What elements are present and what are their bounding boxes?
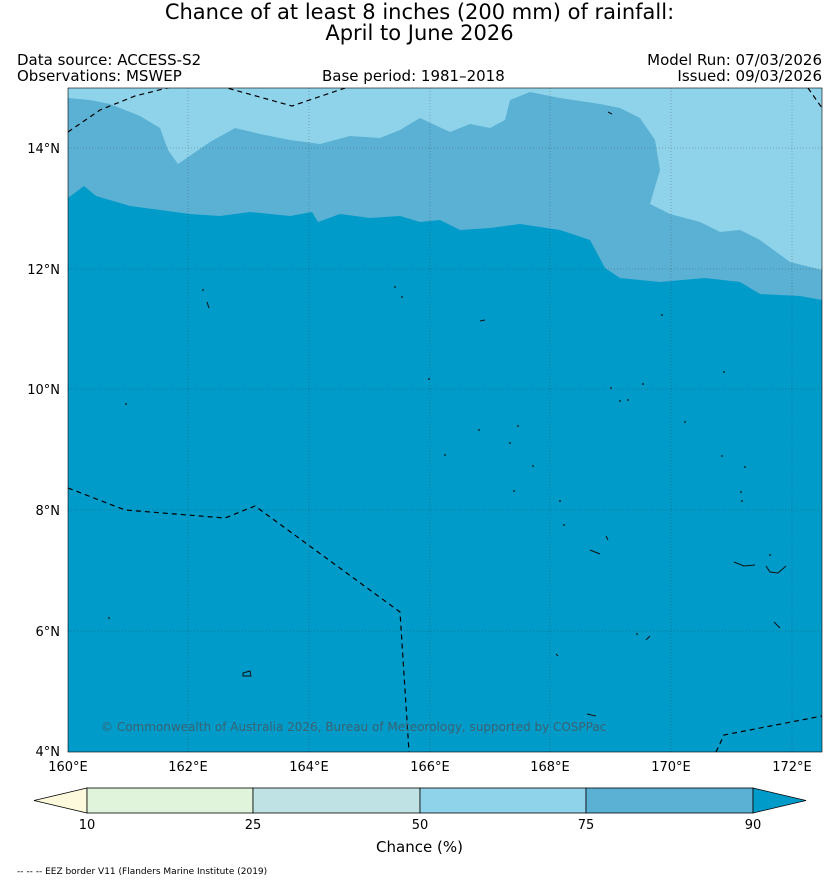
map-title-line-1: Chance of at least 8 inches (200 mm) of …	[164, 0, 675, 24]
lon-tick-label: 166°E	[410, 760, 450, 775]
copyright-text: © Commonwealth of Australia 2026, Bureau…	[101, 720, 606, 734]
longitude-tick-labels: 160°E 162°E 164°E 166°E 168°E 170°E 172°…	[48, 760, 812, 775]
lat-tick-label: 12°N	[27, 263, 60, 278]
base-period-label: Base period: 1981–2018	[322, 67, 505, 85]
colorbar-segment-10-25	[86, 787, 254, 814]
colorbar-tick-label: 10	[78, 818, 96, 833]
islands	[206, 111, 787, 717]
map-title-line-2: April to June 2026	[325, 21, 514, 45]
map-fields	[68, 88, 822, 752]
lon-tick-label: 172°E	[772, 760, 812, 775]
colorbar-tick-label: 25	[244, 818, 262, 833]
probability-75-90-region	[68, 88, 822, 300]
colorbar-title: Chance (%)	[376, 838, 463, 856]
lat-tick-label: 10°N	[27, 383, 60, 398]
latitude-tick-labels: 14°N 12°N 10°N 8°N 6°N 4°N	[27, 142, 60, 760]
atoll-dots	[108, 286, 771, 635]
colorbar-segment-25-50	[252, 787, 421, 814]
colorbar-segment-below-10	[33, 787, 88, 814]
colorbar-segment-above-90	[752, 787, 807, 814]
lon-tick-label: 162°E	[168, 760, 208, 775]
lat-tick-label: 14°N	[27, 142, 60, 157]
issued-label: Issued: 09/03/2026	[677, 67, 822, 85]
colorbar-segment-75-90	[585, 787, 754, 814]
eez-borders	[68, 88, 822, 752]
eez-footnote: -- -- -- EEZ border V11 (Flanders Marine…	[17, 867, 268, 877]
lon-tick-label: 164°E	[289, 760, 329, 775]
colorbar-tick-label: 90	[744, 818, 762, 833]
lat-tick-label: 6°N	[36, 625, 61, 640]
lat-tick-label: 8°N	[36, 504, 61, 519]
colorbar-segment-50-75	[419, 787, 587, 814]
model-run-label: Model Run: 07/03/2026	[647, 51, 822, 69]
lon-tick-label: 168°E	[530, 760, 570, 775]
colorbar	[33, 787, 807, 814]
colorbar-tick-label: 50	[411, 818, 429, 833]
map-frame	[67, 87, 823, 753]
observations-label: Observations: MSWEP	[17, 67, 182, 85]
lon-tick-label: 170°E	[651, 760, 691, 775]
lat-tick-label: 4°N	[36, 745, 61, 760]
lon-tick-label: 160°E	[48, 760, 88, 775]
data-source-label: Data source: ACCESS-S2	[17, 51, 202, 69]
colorbar-tick-label: 75	[577, 818, 595, 833]
